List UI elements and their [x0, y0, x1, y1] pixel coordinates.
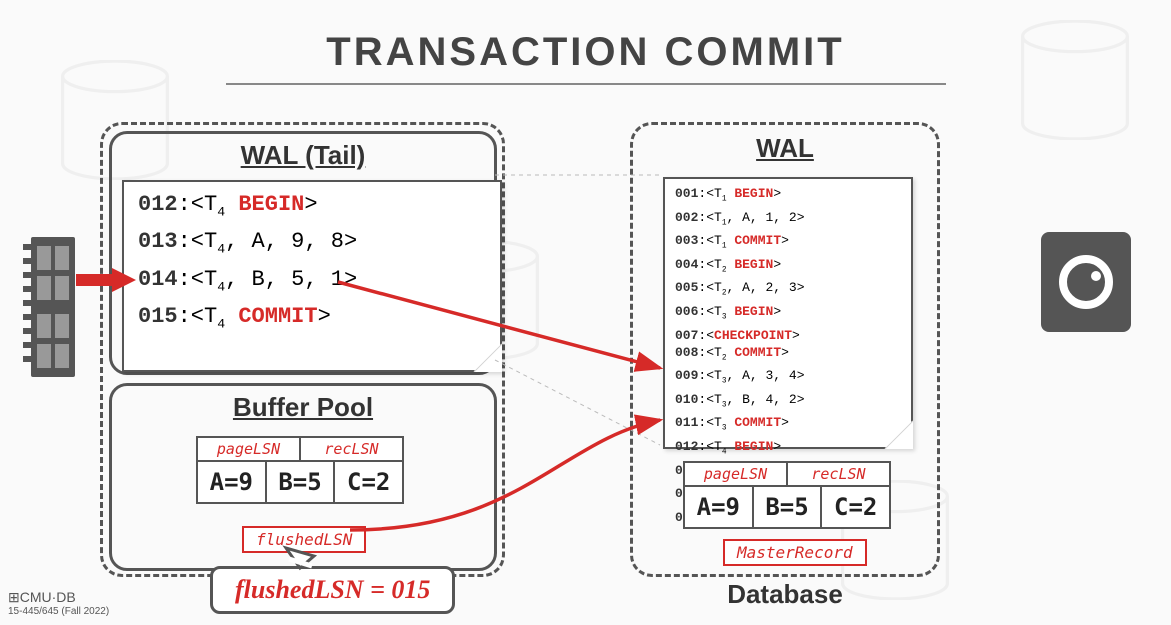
- bp-value-cell: C=2: [333, 462, 402, 502]
- disk-icon: [1041, 232, 1131, 332]
- wal-entry: 012:<T4 BEGIN>: [138, 190, 486, 227]
- flushed-lsn-callout: flushedLSN = 015: [210, 566, 455, 614]
- wal-entry: 001:<T1 BEGIN>: [675, 185, 901, 209]
- buffer-pool-block: pageLSNrecLSN A=9B=5C=2: [196, 436, 404, 504]
- wal-entry: 007:<CHECKPOINT>: [675, 327, 901, 344]
- bp-value-cell: B=5: [265, 462, 334, 502]
- db-header-cell: recLSN: [786, 463, 889, 487]
- flushed-lsn-tag: flushedLSN: [242, 526, 366, 553]
- page-title: TRANSACTION COMMIT: [226, 30, 946, 85]
- wal-entry: 014:<T4, B, 5, 1>: [138, 265, 486, 302]
- wal-entry: 012:<T4 BEGIN>: [675, 438, 901, 462]
- bg-cylinder-icon: [1020, 20, 1130, 140]
- database-label: Database: [633, 579, 937, 610]
- wal-entry: 006:<T3 BEGIN>: [675, 303, 901, 327]
- wal-paper: 001:<T1 BEGIN>002:<T1, A, 1, 2>003:<T1 C…: [663, 177, 913, 449]
- wal-entry: 008:<T2 COMMIT>: [675, 344, 901, 368]
- footer: ⊞CMU·DB 15-445/645 (Fall 2022): [8, 589, 109, 617]
- buffer-pool-box: Buffer Pool pageLSNrecLSN A=9B=5C=2 flus…: [109, 383, 497, 571]
- bp-header-cell: pageLSN: [198, 438, 299, 462]
- footer-course: 15-445/645 (Fall 2022): [8, 606, 109, 617]
- wal-tail-label: WAL (Tail): [112, 140, 494, 171]
- wal-entry: 002:<T1, A, 1, 2>: [675, 209, 901, 233]
- db-block: pageLSNrecLSN A=9B=5C=2: [683, 461, 891, 529]
- ram-icon: [18, 232, 88, 382]
- wal-entry: 011:<T3 COMMIT>: [675, 414, 901, 438]
- wal-entry: 005:<T2, A, 2, 3>: [675, 279, 901, 303]
- db-value-cell: B=5: [752, 487, 821, 527]
- wal-entry: 004:<T2 BEGIN>: [675, 256, 901, 280]
- wal-entry: 009:<T3, A, 3, 4>: [675, 367, 901, 391]
- db-header-cell: pageLSN: [685, 463, 786, 487]
- buffer-pool-label: Buffer Pool: [112, 392, 494, 423]
- memory-panel: WAL (Tail) 012:<T4 BEGIN>013:<T4, A, 9, …: [100, 122, 505, 577]
- wal-tail-box: WAL (Tail) 012:<T4 BEGIN>013:<T4, A, 9, …: [109, 131, 497, 375]
- wal-tail-paper: 012:<T4 BEGIN>013:<T4, A, 9, 8>014:<T4, …: [122, 180, 502, 372]
- wal-entry: 015:<T4 COMMIT>: [138, 302, 486, 339]
- disk-panel: WAL 001:<T1 BEGIN>002:<T1, A, 1, 2>003:<…: [630, 122, 940, 577]
- wal-entry: 003:<T1 COMMIT>: [675, 232, 901, 256]
- footer-brand: ⊞CMU·DB: [8, 589, 76, 605]
- master-record-tag: MasterRecord: [723, 539, 867, 566]
- db-value-cell: A=9: [685, 487, 752, 527]
- wal-entry: 013:<T4, A, 9, 8>: [138, 227, 486, 264]
- bp-header-cell: recLSN: [299, 438, 402, 462]
- bp-value-cell: A=9: [198, 462, 265, 502]
- wal-entry: 010:<T3, B, 4, 2>: [675, 391, 901, 415]
- db-value-cell: C=2: [820, 487, 889, 527]
- wal-label: WAL: [633, 133, 937, 164]
